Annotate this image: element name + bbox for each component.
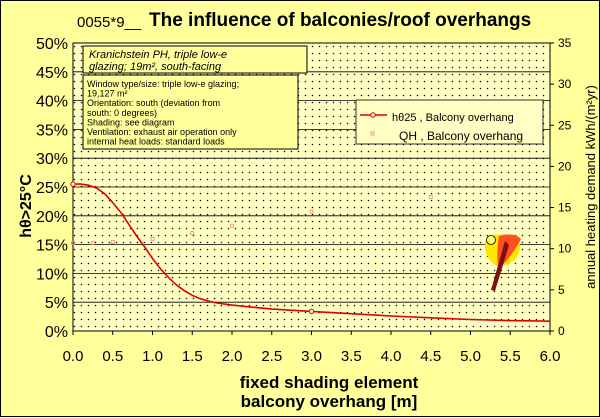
legend-label-qh: QH , Balcony overhang xyxy=(399,129,523,143)
series-h25-point xyxy=(70,181,76,187)
x-tick-labels: 0.0 0.5 1.0 1.5 2.0 2.5 3.0 3.5 4.0 4.5 5.0 5.5 6.0 xyxy=(63,331,561,365)
series-h25 xyxy=(70,181,551,322)
info-line: internal heat loads: standard loads xyxy=(87,137,225,147)
series-h25-line xyxy=(73,183,551,322)
info-box xyxy=(82,74,299,150)
case-line-2: glazing; 19m², south-facing xyxy=(89,61,222,73)
x-tick-label: 5.0 xyxy=(460,348,481,365)
chart-title: The influence of balconies/roof overhang… xyxy=(149,10,531,31)
legend-key-qh: QH xyxy=(399,129,417,143)
y-left-tick-label: 45% xyxy=(36,65,68,82)
x-tick-label: 5.5 xyxy=(500,348,521,365)
x-tick-label: 3.5 xyxy=(341,348,362,365)
x-tick-label: 4.5 xyxy=(420,348,441,365)
y-left-tick-label: 20% xyxy=(36,209,68,226)
info-line: Shading: see diagram xyxy=(87,117,175,127)
series-qh xyxy=(71,194,433,245)
info-line: south: 0 degrees) xyxy=(87,108,157,118)
series-qh-point xyxy=(110,240,115,245)
x-tick-label: 2.5 xyxy=(261,348,282,365)
series-qh-point xyxy=(190,231,195,235)
y-left-tick-label: 10% xyxy=(36,266,68,283)
y-left-tick-labels: 0% 5% 10% 15% 20% 25% 30% 35% 40% 45% 50% xyxy=(36,36,68,341)
series-qh-point xyxy=(71,241,75,245)
legend-label-h25: hθ25 , Balcony overhang xyxy=(392,112,514,124)
y-right-tick-label: 25 xyxy=(558,118,572,132)
legend-marker-h25 xyxy=(370,112,376,118)
y-left-axis-label: hθ>25°C xyxy=(18,174,35,238)
case-box xyxy=(82,45,308,74)
x-tick-label: 4.0 xyxy=(381,348,402,365)
y-right-tick-label: 5 xyxy=(558,283,565,297)
y-right-tick-labels: 0 5 10 15 20 25 30 35 xyxy=(550,36,572,338)
figure-code: 0055*9__ xyxy=(77,14,142,31)
series-qh-point xyxy=(150,236,155,241)
legend-key-h25: hθ25 xyxy=(392,112,416,124)
y-right-tick-label: 0 xyxy=(558,324,565,338)
y-left-tick-label: 40% xyxy=(36,94,68,111)
y-left-tick-label: 25% xyxy=(36,180,68,197)
legend-suffix-qh: , Balcony overhang xyxy=(417,129,523,143)
y-left-tick-label: 30% xyxy=(36,151,68,168)
legend xyxy=(355,99,544,145)
y-right-tick-label: 10 xyxy=(558,242,572,256)
x-axis-label-line1: fixed shading element xyxy=(240,373,419,392)
x-tick-label: 1.0 xyxy=(142,348,163,365)
y-right-axis-label: annual heating demand kWh/(m²yr) xyxy=(583,85,598,289)
y-left-tick-label: 35% xyxy=(36,122,68,139)
info-line: Window type/size: triple low-e glazing; xyxy=(87,79,239,89)
series-qh-point xyxy=(230,223,234,228)
x-tick-label: 0.0 xyxy=(63,348,84,365)
info-line: 19,127 m² xyxy=(87,89,128,99)
x-tick-label: 2.0 xyxy=(222,348,243,365)
y-left-tick-label: 5% xyxy=(45,295,68,312)
y-right-tick-label: 35 xyxy=(558,36,572,50)
series-h25-point xyxy=(308,308,315,315)
x-tick-label: 6.0 xyxy=(540,348,561,365)
info-lines: Window type/size: triple low-e glazing;1… xyxy=(87,79,239,147)
info-line: Ventilation: exhaust air operation only xyxy=(87,127,237,137)
y-left-tick-label: 15% xyxy=(36,238,68,255)
case-line-1: Kranichstein PH, triple low-e xyxy=(89,49,227,61)
x-tick-label: 0.5 xyxy=(102,348,123,365)
series-qh-point xyxy=(428,194,433,199)
y-right-tick-label: 20 xyxy=(558,159,572,173)
series-qh-point xyxy=(90,241,95,245)
passive-house-logo xyxy=(484,234,521,291)
legend-marker-qh xyxy=(370,131,375,136)
y-left-tick-label: 0% xyxy=(45,324,68,341)
y-right-tick-label: 15 xyxy=(558,201,572,215)
x-axis-label-line2: balcony overhang [m] xyxy=(241,392,418,411)
info-line: Orientation: south (deviation from xyxy=(87,98,220,108)
y-right-tick-label: 30 xyxy=(558,77,572,91)
x-tick-label: 3.0 xyxy=(301,348,322,365)
y-left-tick-label: 50% xyxy=(36,36,68,53)
series-qh-point xyxy=(309,209,314,214)
legend-suffix-h25: , Balcony overhang xyxy=(416,112,513,124)
x-tick-label: 1.5 xyxy=(182,348,203,365)
